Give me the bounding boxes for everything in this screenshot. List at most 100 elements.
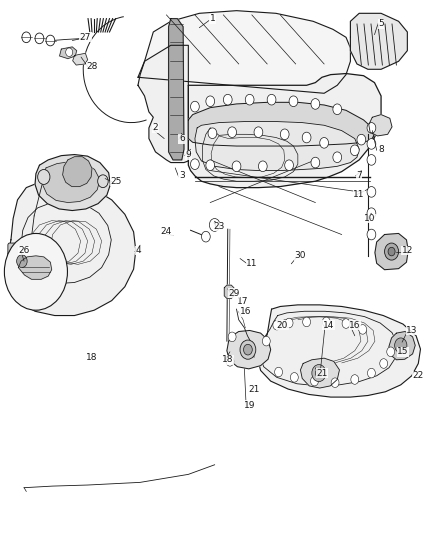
Circle shape: [359, 325, 367, 334]
Polygon shape: [258, 305, 420, 397]
Polygon shape: [63, 157, 92, 187]
Text: 22: 22: [413, 372, 424, 380]
Text: 20: 20: [277, 321, 288, 329]
Text: 12: 12: [402, 246, 413, 255]
Circle shape: [35, 33, 44, 44]
Circle shape: [342, 319, 350, 328]
Text: 4: 4: [135, 246, 141, 255]
Circle shape: [206, 160, 215, 171]
Circle shape: [303, 317, 311, 327]
Polygon shape: [300, 358, 339, 388]
Circle shape: [228, 127, 237, 138]
Circle shape: [201, 231, 210, 242]
Text: 26: 26: [18, 246, 30, 255]
Circle shape: [232, 161, 241, 172]
Circle shape: [38, 169, 50, 184]
Circle shape: [275, 367, 283, 377]
Circle shape: [223, 94, 232, 105]
Polygon shape: [369, 115, 392, 136]
Circle shape: [357, 134, 366, 145]
Polygon shape: [224, 285, 234, 298]
Circle shape: [208, 128, 217, 139]
Polygon shape: [169, 19, 184, 160]
Circle shape: [262, 336, 270, 346]
Circle shape: [311, 376, 318, 386]
Text: 27: 27: [80, 33, 91, 42]
Circle shape: [367, 187, 376, 197]
Circle shape: [351, 375, 359, 384]
Circle shape: [311, 99, 320, 109]
Text: 28: 28: [86, 62, 98, 71]
Text: 18: 18: [222, 356, 233, 364]
Text: 24: 24: [161, 228, 172, 236]
Circle shape: [285, 160, 293, 171]
Text: 16: 16: [240, 308, 251, 316]
Text: 25: 25: [110, 177, 122, 185]
Text: 5: 5: [378, 20, 384, 28]
Circle shape: [367, 155, 376, 165]
Polygon shape: [42, 161, 100, 203]
Circle shape: [254, 127, 263, 138]
Polygon shape: [18, 256, 52, 279]
Polygon shape: [375, 233, 408, 270]
Circle shape: [17, 255, 27, 268]
Circle shape: [209, 219, 220, 231]
Circle shape: [258, 161, 267, 172]
Polygon shape: [350, 13, 407, 69]
Circle shape: [228, 332, 236, 342]
Circle shape: [245, 94, 254, 105]
Polygon shape: [8, 181, 136, 316]
Circle shape: [289, 96, 298, 107]
Circle shape: [367, 229, 376, 240]
Circle shape: [98, 175, 108, 188]
Circle shape: [4, 233, 67, 310]
Circle shape: [273, 320, 281, 330]
Text: 6: 6: [179, 134, 185, 143]
Circle shape: [315, 369, 322, 377]
Circle shape: [367, 123, 376, 133]
Circle shape: [240, 340, 256, 359]
Circle shape: [331, 378, 339, 387]
Circle shape: [302, 132, 311, 143]
Text: 14: 14: [323, 321, 334, 329]
Text: 16: 16: [349, 321, 360, 329]
Polygon shape: [389, 332, 415, 360]
Circle shape: [333, 104, 342, 115]
Text: 2: 2: [153, 124, 158, 132]
Text: 13: 13: [406, 326, 417, 335]
Circle shape: [333, 152, 342, 163]
Circle shape: [387, 347, 395, 357]
Circle shape: [46, 35, 55, 46]
Polygon shape: [138, 11, 350, 93]
Circle shape: [206, 96, 215, 107]
Text: 19: 19: [244, 401, 255, 409]
Text: 7: 7: [356, 172, 362, 180]
Circle shape: [395, 338, 407, 353]
Text: 11: 11: [246, 260, 258, 268]
Circle shape: [290, 373, 298, 382]
Text: 9: 9: [185, 150, 191, 159]
Circle shape: [267, 94, 276, 105]
Circle shape: [312, 365, 326, 382]
Polygon shape: [227, 330, 271, 369]
Circle shape: [380, 359, 388, 368]
Circle shape: [320, 138, 328, 148]
Text: 3: 3: [179, 172, 185, 180]
Circle shape: [191, 159, 199, 169]
Circle shape: [367, 208, 376, 219]
Polygon shape: [188, 74, 381, 188]
Polygon shape: [138, 45, 188, 163]
Text: 11: 11: [353, 190, 365, 199]
Circle shape: [280, 129, 289, 140]
Circle shape: [311, 157, 320, 168]
Circle shape: [285, 318, 293, 328]
Circle shape: [385, 243, 399, 260]
Circle shape: [226, 357, 234, 366]
Text: 17: 17: [237, 297, 249, 305]
Circle shape: [367, 139, 376, 149]
Text: 30: 30: [294, 252, 306, 260]
Text: 8: 8: [378, 145, 384, 154]
Text: 29: 29: [229, 289, 240, 297]
Circle shape: [350, 145, 359, 156]
Polygon shape: [73, 53, 88, 65]
